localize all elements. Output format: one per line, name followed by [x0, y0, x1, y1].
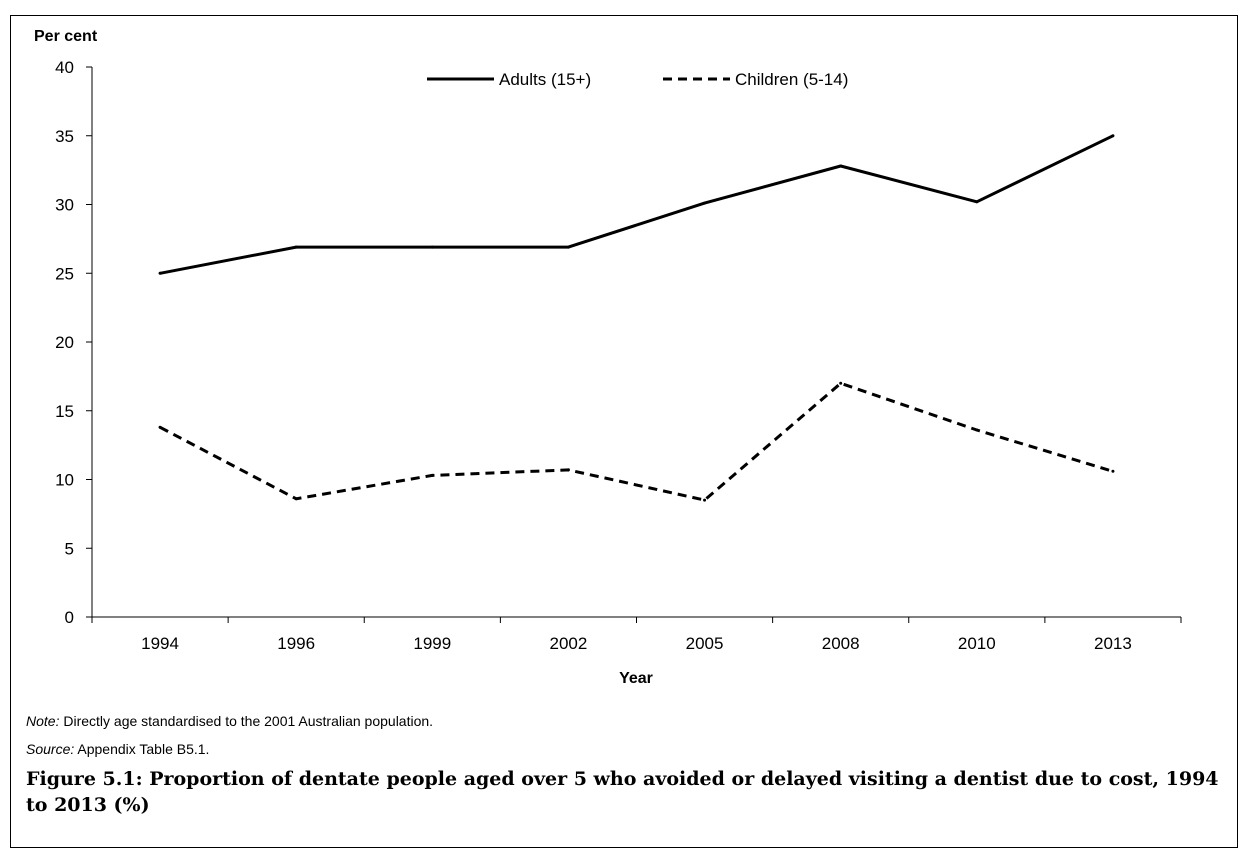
- x-tick-label: 2013: [1094, 634, 1132, 653]
- x-tick-label: 2005: [686, 634, 724, 653]
- y-tick-label: 35: [55, 127, 74, 146]
- data-point-0: [1111, 134, 1115, 138]
- note-label: Note:: [26, 713, 60, 729]
- y-tick-label: 40: [55, 58, 74, 77]
- y-tick-label: 5: [65, 539, 74, 558]
- data-point-0: [975, 200, 979, 204]
- source-label: Source:: [26, 741, 75, 757]
- x-tick-label: 1994: [141, 634, 179, 653]
- y-tick-label: 25: [55, 264, 74, 283]
- source-text: Appendix Table B5.1.: [74, 741, 210, 757]
- line-chart: Per cent 0 5 10 15 20 25 30 35 40 1994 1996 1999 20…: [34, 28, 1182, 687]
- data-point-1: [839, 381, 843, 385]
- y-axis-label: Per cent: [34, 28, 98, 45]
- y-tick-label: 15: [55, 402, 74, 421]
- data-point-1: [294, 497, 298, 501]
- x-tick-label: 1999: [413, 634, 451, 653]
- legend-label-0: Adults (15+): [499, 70, 591, 89]
- data-point-1: [703, 498, 707, 502]
- y-tick-label: 20: [55, 333, 74, 352]
- data-point-1: [975, 428, 979, 432]
- note-text: Directly age standardised to the 2001 Au…: [59, 713, 434, 729]
- data-point-0: [294, 245, 298, 249]
- y-tick-label: 0: [65, 608, 74, 627]
- y-axis: 0 5 10 15 20 25 30 35 40: [55, 58, 93, 627]
- data-point-0: [430, 245, 434, 249]
- x-axis-label: Year: [619, 670, 653, 687]
- x-tick-label: 2002: [550, 634, 588, 653]
- x-tick-label: 2010: [958, 634, 996, 653]
- data-point-1: [158, 425, 162, 429]
- series-line-1: [159, 381, 1114, 502]
- legend: Adults (15+) Children (5-14): [427, 70, 848, 89]
- data-point-1: [430, 473, 434, 477]
- data-point-1: [566, 468, 570, 472]
- x-tick-label: 1996: [277, 634, 315, 653]
- data-point-0: [703, 201, 707, 205]
- x-tick-label: 2008: [822, 634, 860, 653]
- figure-caption: Figure 5.1: Proportion of dentate people…: [26, 768, 1219, 816]
- y-tick-label: 10: [55, 471, 74, 490]
- y-tick-label: 30: [55, 196, 74, 215]
- series-group: [158, 134, 1115, 502]
- data-point-0: [158, 271, 162, 275]
- data-point-0: [839, 164, 843, 168]
- series-line-0: [159, 134, 1114, 275]
- data-point-1: [1111, 469, 1115, 473]
- data-point-0: [566, 245, 570, 249]
- legend-label-1: Children (5-14): [735, 70, 848, 89]
- figure-frame: [10, 15, 1238, 848]
- chart-source: Source: Appendix Table B5.1.: [26, 741, 209, 757]
- x-axis: 1994 1996 1999 2002 2005 2008 2010 2013: [91, 616, 1182, 653]
- chart-note: Note: Directly age standardised to the 2…: [26, 713, 433, 729]
